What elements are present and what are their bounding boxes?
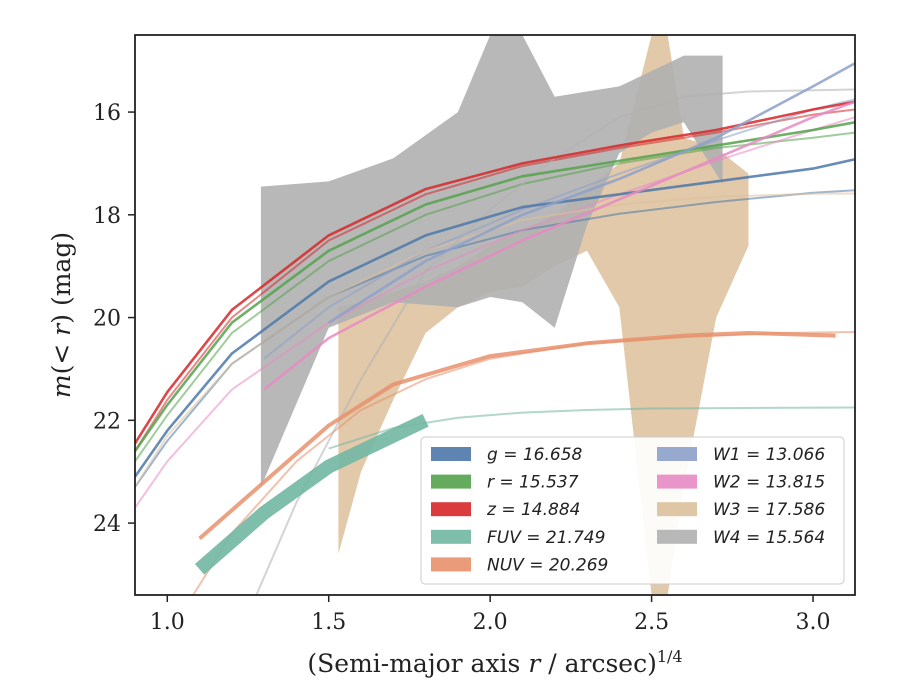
legend-label-w1: W1 = 13.066 bbox=[713, 445, 825, 465]
legend-swatch-w2 bbox=[657, 474, 697, 489]
y-tick-label: 22 bbox=[93, 409, 121, 434]
data-line-z bbox=[135, 100, 855, 445]
data-line-fuv bbox=[194, 413, 429, 575]
legend-label-w3: W3 = 17.586 bbox=[713, 500, 825, 520]
model-line-r bbox=[135, 131, 855, 462]
y-tick-label: 16 bbox=[93, 101, 121, 126]
legend-frame bbox=[420, 436, 845, 585]
x-tick-label: 2.0 bbox=[473, 610, 508, 635]
model-line-g bbox=[135, 189, 855, 488]
y-tick-label: 24 bbox=[93, 512, 121, 537]
data-line-nuv bbox=[198, 331, 836, 541]
x-tick-label: 1.0 bbox=[150, 610, 185, 635]
legend-label-g: g = 16.658 bbox=[487, 445, 583, 465]
legend-swatch-w1 bbox=[657, 447, 697, 461]
y-axis-ticks: 16 18 20 22 24 bbox=[93, 101, 135, 537]
x-tick-label: 3.0 bbox=[796, 610, 831, 635]
legend-label-z: z = 14.884 bbox=[486, 500, 580, 520]
y-tick-label: 20 bbox=[93, 307, 121, 332]
plot-frame bbox=[134, 34, 856, 596]
x-tick-label: 2.5 bbox=[634, 610, 669, 635]
legend-label-nuv: NUV = 20.269 bbox=[487, 555, 608, 575]
model-line-w3 bbox=[135, 192, 855, 488]
model-line-w1 bbox=[263, 98, 855, 360]
legend-label-fuv: FUV = 21.749 bbox=[487, 528, 605, 548]
model-line-w2 bbox=[135, 116, 855, 509]
data-line-w1 bbox=[328, 62, 855, 324]
model-line-w4 bbox=[255, 88, 855, 595]
legend-swatch-w3 bbox=[657, 502, 697, 517]
legend-swatch-fuv bbox=[431, 529, 471, 544]
data-line-w2 bbox=[263, 100, 855, 391]
y-tick-label: 18 bbox=[93, 204, 121, 229]
model-line-z bbox=[135, 108, 855, 452]
legend-swatch-z bbox=[431, 502, 471, 517]
legend-label-r: r = 15.537 bbox=[487, 473, 579, 493]
legend-swatch-r bbox=[431, 474, 471, 489]
legend-label-w4: W4 = 15.564 bbox=[713, 528, 825, 548]
y-axis-title: m(< r) (mag) bbox=[47, 232, 76, 398]
x-axis-ticks: 1.0 1.5 2.0 2.5 3.0 bbox=[150, 595, 831, 635]
legend-swatch-w4 bbox=[657, 529, 697, 544]
legend: g = 16.658 r = 15.537 z = 14.884 FUV = 21.7… bbox=[420, 436, 845, 585]
legend-swatch-g bbox=[431, 447, 471, 461]
x-tick-label: 1.5 bbox=[311, 610, 346, 635]
data-line-g bbox=[135, 158, 855, 478]
legend-swatch-nuv bbox=[431, 557, 471, 572]
profile-lines bbox=[135, 62, 855, 595]
x-axis-title: (Semi-major axis r / arcsec)1/4 bbox=[307, 647, 682, 678]
legend-label-w2: W2 = 13.815 bbox=[713, 473, 825, 493]
